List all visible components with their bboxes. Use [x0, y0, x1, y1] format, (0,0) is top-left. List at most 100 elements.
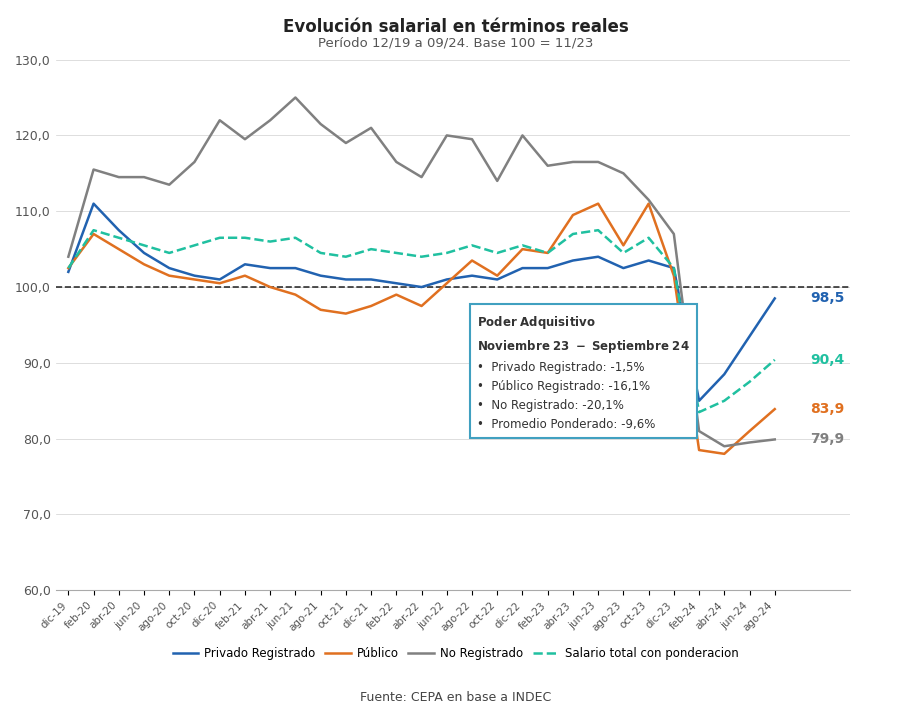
Privado Registrado: [542, 264, 553, 272]
Público: [769, 405, 780, 413]
Salario total con ponderacion: [744, 377, 755, 386]
Público: [568, 211, 578, 220]
Line: Privado Registrado: Privado Registrado: [68, 204, 774, 401]
Text: Evolución salarial en términos reales: Evolución salarial en términos reales: [282, 18, 629, 36]
Público: [214, 279, 225, 287]
Salario total con ponderacion: [88, 226, 99, 235]
Salario total con ponderacion: [290, 233, 301, 242]
Público: [466, 256, 477, 265]
Público: [189, 275, 200, 284]
Salario total con ponderacion: [391, 248, 402, 257]
Salario total con ponderacion: [643, 233, 654, 242]
Text: $\bf{Poder\ Adquisitivo}$
$\bf{Noviembre\ 23\ -\ Septiembre\ 24}$
•  Privado Reg: $\bf{Poder\ Adquisitivo}$ $\bf{Noviembre…: [477, 314, 690, 431]
Público: [618, 241, 629, 250]
Salario total con ponderacion: [769, 356, 780, 364]
Salario total con ponderacion: [214, 233, 225, 242]
No Registrado: [769, 435, 780, 444]
Privado Registrado: [517, 264, 528, 272]
Salario total con ponderacion: [138, 241, 149, 250]
Salario total con ponderacion: [693, 408, 704, 416]
Privado Registrado: [290, 264, 301, 272]
Público: [365, 302, 376, 310]
Público: [643, 199, 654, 208]
Privado Registrado: [315, 271, 326, 280]
Público: [315, 305, 326, 314]
Salario total con ponderacion: [441, 248, 452, 257]
Salario total con ponderacion: [365, 245, 376, 253]
Público: [138, 260, 149, 269]
No Registrado: [240, 135, 251, 143]
Público: [693, 446, 704, 454]
Text: 90,4: 90,4: [810, 353, 844, 366]
Privado Registrado: [744, 332, 755, 341]
No Registrado: [365, 124, 376, 132]
No Registrado: [341, 139, 352, 148]
Público: [240, 271, 251, 280]
Line: Público: Público: [68, 204, 774, 454]
Privado Registrado: [113, 226, 124, 235]
Text: Período 12/19 a 09/24. Base 100 = 11/23: Período 12/19 a 09/24. Base 100 = 11/23: [318, 36, 593, 49]
No Registrado: [719, 442, 730, 451]
No Registrado: [643, 196, 654, 204]
Privado Registrado: [88, 199, 99, 208]
No Registrado: [693, 427, 704, 436]
Salario total con ponderacion: [315, 248, 326, 257]
Público: [63, 264, 74, 272]
No Registrado: [441, 131, 452, 140]
Text: 83,9: 83,9: [810, 402, 844, 416]
Privado Registrado: [492, 275, 503, 284]
Privado Registrado: [138, 248, 149, 257]
Público: [164, 271, 175, 280]
Salario total con ponderacion: [416, 253, 427, 261]
No Registrado: [189, 158, 200, 166]
Público: [719, 449, 730, 458]
Salario total con ponderacion: [164, 248, 175, 257]
Privado Registrado: [693, 397, 704, 405]
Privado Registrado: [669, 264, 680, 272]
Privado Registrado: [466, 271, 477, 280]
Salario total con ponderacion: [719, 397, 730, 405]
No Registrado: [517, 131, 528, 140]
No Registrado: [593, 158, 604, 166]
Salario total con ponderacion: [466, 241, 477, 250]
Público: [416, 302, 427, 310]
Salario total con ponderacion: [542, 248, 553, 257]
Salario total con ponderacion: [240, 233, 251, 242]
Salario total con ponderacion: [492, 248, 503, 257]
Privado Registrado: [365, 275, 376, 284]
Público: [341, 310, 352, 318]
Legend: Privado Registrado, Público, No Registrado, Salario total con ponderacion: Privado Registrado, Público, No Registra…: [168, 643, 743, 665]
Privado Registrado: [568, 256, 578, 265]
Privado Registrado: [240, 260, 251, 269]
Privado Registrado: [391, 279, 402, 287]
Salario total con ponderacion: [568, 230, 578, 238]
Público: [542, 248, 553, 257]
No Registrado: [113, 173, 124, 181]
Privado Registrado: [769, 294, 780, 302]
Privado Registrado: [593, 253, 604, 261]
Privado Registrado: [618, 264, 629, 272]
Text: 79,9: 79,9: [810, 433, 844, 446]
Line: Salario total con ponderacion: Salario total con ponderacion: [68, 230, 774, 412]
No Registrado: [416, 173, 427, 181]
Privado Registrado: [719, 370, 730, 379]
Line: No Registrado: No Registrado: [68, 97, 774, 446]
No Registrado: [88, 165, 99, 174]
Salario total con ponderacion: [593, 226, 604, 235]
Salario total con ponderacion: [63, 264, 74, 272]
No Registrado: [618, 169, 629, 178]
No Registrado: [138, 173, 149, 181]
Salario total con ponderacion: [669, 264, 680, 272]
Salario total con ponderacion: [189, 241, 200, 250]
No Registrado: [492, 176, 503, 185]
Text: Fuente: CEPA en base a INDEC: Fuente: CEPA en base a INDEC: [360, 691, 551, 704]
Público: [441, 279, 452, 287]
No Registrado: [391, 158, 402, 166]
Público: [744, 427, 755, 436]
Público: [669, 271, 680, 280]
Salario total con ponderacion: [341, 253, 352, 261]
Privado Registrado: [189, 271, 200, 280]
No Registrado: [315, 120, 326, 128]
Privado Registrado: [441, 275, 452, 284]
Privado Registrado: [164, 264, 175, 272]
